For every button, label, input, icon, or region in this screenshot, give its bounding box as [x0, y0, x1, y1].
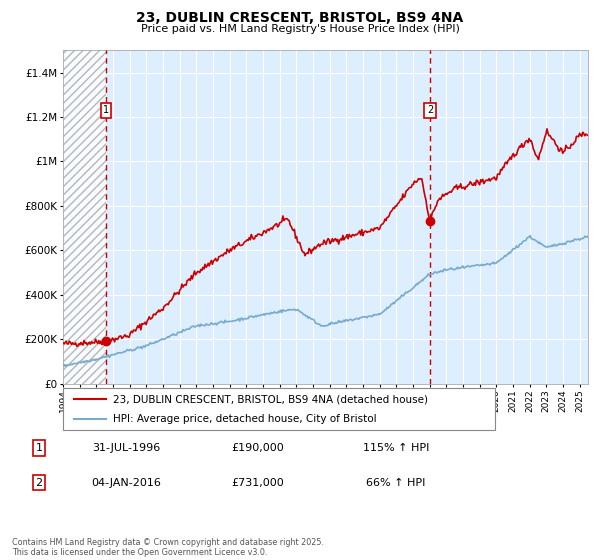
Text: 1: 1	[103, 105, 109, 115]
Text: 31-JUL-1996: 31-JUL-1996	[92, 443, 160, 453]
Text: £731,000: £731,000	[232, 478, 284, 488]
Text: 23, DUBLIN CRESCENT, BRISTOL, BS9 4NA: 23, DUBLIN CRESCENT, BRISTOL, BS9 4NA	[136, 11, 464, 25]
Text: 04-JAN-2016: 04-JAN-2016	[91, 478, 161, 488]
Text: 66% ↑ HPI: 66% ↑ HPI	[367, 478, 425, 488]
Text: 115% ↑ HPI: 115% ↑ HPI	[363, 443, 429, 453]
Text: 2: 2	[427, 105, 433, 115]
Text: 2: 2	[35, 478, 43, 488]
Text: £190,000: £190,000	[232, 443, 284, 453]
Text: 1: 1	[35, 443, 43, 453]
Text: 23, DUBLIN CRESCENT, BRISTOL, BS9 4NA (detached house): 23, DUBLIN CRESCENT, BRISTOL, BS9 4NA (d…	[113, 394, 428, 404]
Text: Price paid vs. HM Land Registry's House Price Index (HPI): Price paid vs. HM Land Registry's House …	[140, 24, 460, 34]
Text: Contains HM Land Registry data © Crown copyright and database right 2025.
This d: Contains HM Land Registry data © Crown c…	[12, 538, 324, 557]
Text: HPI: Average price, detached house, City of Bristol: HPI: Average price, detached house, City…	[113, 414, 376, 424]
Bar	[63, 50, 106, 384]
